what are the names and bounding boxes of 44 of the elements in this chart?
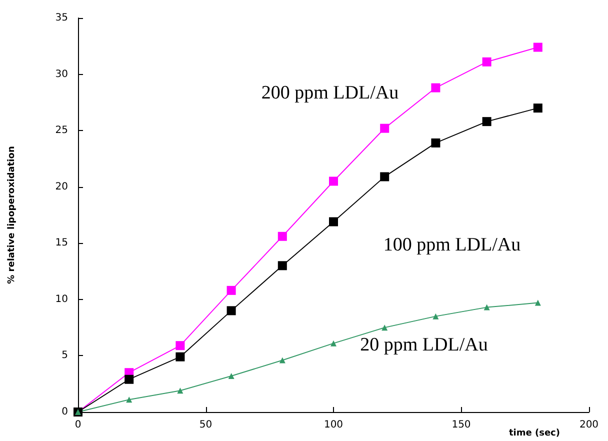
y-tick-label: 30: [55, 68, 68, 80]
y-tick-label: 35: [55, 12, 68, 24]
point: [330, 340, 336, 346]
annotation: 200 ppm LDL/Au: [261, 82, 400, 104]
point: [176, 341, 185, 350]
point: [533, 104, 542, 113]
point: [177, 388, 184, 394]
point: [329, 176, 338, 186]
x-tick-label: 50: [199, 420, 212, 430]
point: [482, 117, 492, 126]
point: [126, 396, 132, 403]
point: [482, 57, 492, 66]
point: [278, 261, 287, 270]
point: [226, 286, 236, 295]
point: [382, 324, 388, 331]
point: [278, 232, 287, 241]
point: [124, 374, 134, 384]
x-tick-label: 100: [324, 420, 344, 430]
y-tick-label: 10: [55, 294, 68, 305]
x-axis-title: time (sec): [508, 428, 560, 438]
point: [380, 124, 390, 133]
point: [279, 357, 286, 364]
point: [329, 217, 338, 226]
point: [431, 83, 440, 92]
y-axis-title: % relative lipoperoxidation: [7, 146, 17, 284]
point: [431, 138, 440, 148]
annotation: 100 ppm LDL/Au: [383, 234, 522, 256]
point: [534, 300, 541, 306]
x-tick-label: 150: [452, 420, 471, 430]
annotation: 20 ppm LDL/Au: [360, 334, 488, 356]
x-tick-label: 200: [579, 420, 599, 430]
point: [484, 304, 490, 310]
y-tick-label: 25: [55, 125, 68, 136]
point: [228, 372, 234, 379]
point: [176, 352, 185, 362]
y-tick-label: 20: [55, 181, 68, 192]
point: [226, 306, 236, 316]
point: [380, 172, 390, 182]
x-tick-label: 0: [74, 420, 82, 430]
y-tick-label: 0: [62, 406, 68, 418]
y-tick-label: 15: [55, 238, 68, 249]
point: [533, 42, 542, 52]
point: [432, 313, 439, 320]
y-tick-label: 5: [62, 350, 68, 362]
